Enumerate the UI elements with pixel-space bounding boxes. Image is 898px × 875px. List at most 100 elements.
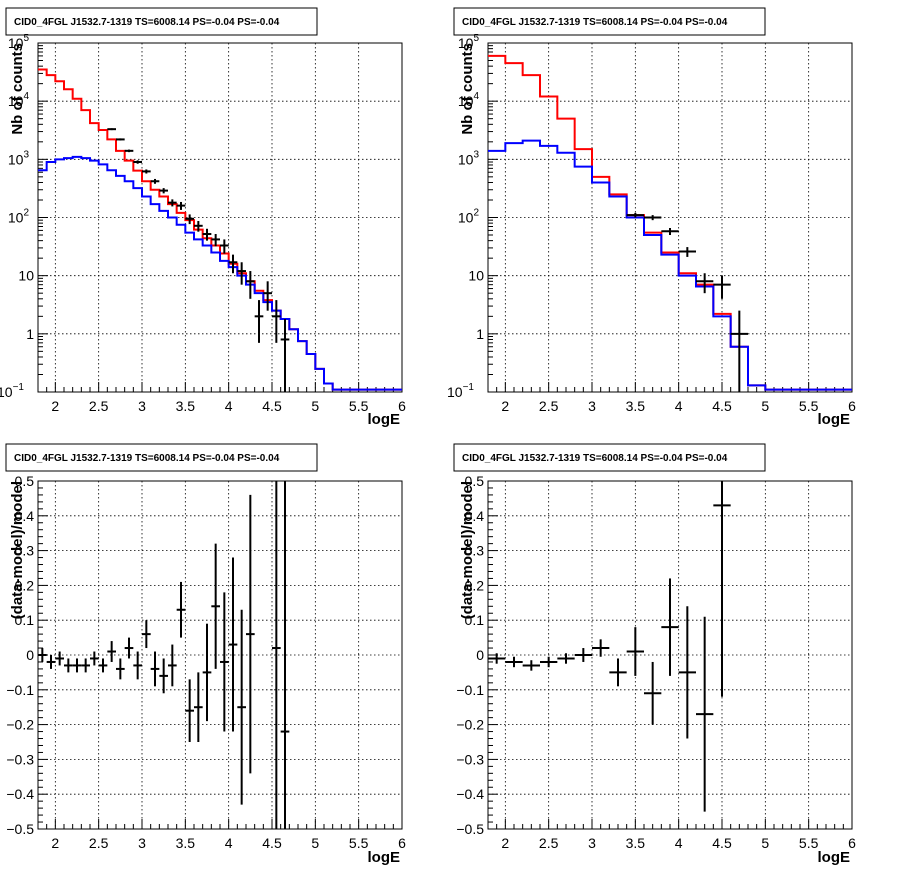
data-point — [168, 644, 177, 687]
y-tick-exponent: 4 — [23, 91, 29, 102]
data-point — [185, 214, 194, 225]
y-tick-label: 0.5 — [465, 473, 485, 489]
data-point — [272, 481, 281, 829]
data-point — [678, 606, 696, 739]
y-tick-label: 0 — [476, 647, 484, 663]
y-tick-exponent: 5 — [23, 33, 29, 44]
x-axis-title: logE — [818, 849, 851, 866]
y-ticks — [38, 42, 48, 393]
data-point — [194, 221, 203, 232]
chart-title: CID0_4FGL J1532.7-1319 TS=6008.14 PS=-0.… — [462, 453, 728, 464]
x-tick-label: 5 — [761, 835, 769, 851]
y-tick-label: 105 — [458, 33, 480, 51]
y-axis-title: (data-model)/model — [9, 481, 26, 619]
y-tick-label: 1 — [476, 326, 484, 342]
x-tick-label: 3 — [138, 398, 146, 414]
y-axis-title: Nb of counts — [9, 43, 26, 135]
x-tick-label: 5.5 — [349, 835, 369, 851]
y-tick-label: −0.5 — [6, 821, 34, 837]
x-tick-label: 2 — [501, 398, 509, 414]
data-point — [254, 300, 264, 343]
data-points — [107, 128, 290, 392]
y-tick-label: 104 — [458, 91, 480, 109]
x-ticks — [37, 819, 403, 829]
grid — [488, 481, 852, 829]
title-frame — [453, 443, 766, 472]
data-point — [90, 651, 99, 666]
title-frame — [5, 443, 318, 472]
data-point — [133, 160, 142, 164]
y-ticks — [488, 42, 498, 393]
y-tick-base: 10 — [8, 93, 24, 109]
y-tick-base: 10 — [8, 35, 24, 51]
chart-panel-4: CID0_4FGL J1532.7-1319 TS=6008.14 PS=-0.… — [453, 443, 856, 866]
x-tick-label: 4 — [675, 835, 683, 851]
y-axis-title: Nb of counts — [459, 43, 476, 135]
data-point — [159, 188, 168, 194]
y-tick-label: 102 — [8, 208, 30, 226]
data-point — [272, 300, 281, 343]
data-point — [202, 623, 212, 722]
histogram-total-model — [38, 68, 402, 391]
y-tick-label: 1 — [26, 326, 34, 342]
x-tick-label: 5 — [761, 398, 769, 414]
y-tick-base: 10 — [8, 151, 24, 167]
y-tick-exponent: 2 — [23, 208, 29, 219]
x-ticks — [487, 819, 853, 829]
data-point — [142, 169, 151, 174]
chart-title: CID0_4FGL J1532.7-1319 TS=6008.14 PS=-0.… — [462, 17, 728, 28]
y-tick-label: −0.3 — [456, 751, 484, 767]
x-tick-label: 5.5 — [799, 398, 819, 414]
chart-panel-2: CID0_4FGL J1532.7-1319 TS=6008.14 PS=-0.… — [447, 7, 856, 428]
chart-title-box: CID0_4FGL J1532.7-1319 TS=6008.14 PS=-0.… — [453, 443, 766, 472]
x-tick-label: 3 — [588, 398, 596, 414]
x-tick-label: 4.5 — [712, 835, 732, 851]
data-point — [220, 592, 229, 732]
y-tick-base: 10 — [458, 151, 474, 167]
data-point — [159, 658, 168, 694]
y-tick-exponent: −1 — [13, 382, 25, 393]
data-point — [81, 658, 90, 673]
y-tick-base: 10 — [458, 210, 474, 226]
histogram-component-model — [38, 155, 402, 391]
x-tick-label: 5.5 — [349, 398, 369, 414]
x-tick-label: 4 — [225, 398, 233, 414]
y-tick-exponent: 4 — [473, 91, 479, 102]
data-point — [202, 228, 212, 241]
data-point — [237, 609, 246, 805]
x-tick-label: 4.5 — [262, 398, 282, 414]
grid — [38, 43, 402, 392]
y-tick-label: 104 — [8, 91, 30, 109]
y-tick-exponent: 3 — [473, 149, 479, 160]
x-tick-label: 3.5 — [176, 398, 196, 414]
y-tick-exponent: 3 — [23, 149, 29, 160]
chart-panel-3: CID0_4FGL J1532.7-1319 TS=6008.14 PS=-0.… — [5, 443, 406, 866]
data-point — [38, 648, 47, 662]
x-tick-label: 2 — [51, 835, 59, 851]
y-tick-label: 0.5 — [15, 473, 35, 489]
data-point — [150, 651, 160, 687]
y-tick-exponent: −1 — [463, 382, 475, 393]
data-point — [107, 128, 116, 131]
data-point — [246, 494, 255, 774]
chart-title-box: CID0_4FGL J1532.7-1319 TS=6008.14 PS=-0.… — [5, 443, 318, 472]
data-points — [626, 212, 748, 392]
data-point — [661, 227, 679, 236]
y-tick-label: −0.2 — [456, 717, 484, 733]
x-axis-title: logE — [368, 411, 401, 428]
x-tick-label: 4 — [225, 835, 233, 851]
data-point — [116, 138, 125, 141]
data-point — [124, 149, 134, 153]
y-tick-label: 103 — [8, 149, 30, 167]
data-point — [696, 273, 714, 294]
data-point — [696, 616, 714, 812]
chart-title: CID0_4FGL J1532.7-1319 TS=6008.14 PS=-0.… — [14, 17, 280, 28]
x-tick-label: 5 — [311, 398, 319, 414]
y-tick-base: 10 — [458, 35, 474, 51]
x-tick-label: 4 — [675, 398, 683, 414]
x-tick-label: 4.5 — [262, 835, 282, 851]
x-tick-label: 5.5 — [799, 835, 819, 851]
data-point — [263, 281, 272, 311]
y-tick-base: 10 — [8, 210, 24, 226]
data-point — [574, 648, 592, 662]
